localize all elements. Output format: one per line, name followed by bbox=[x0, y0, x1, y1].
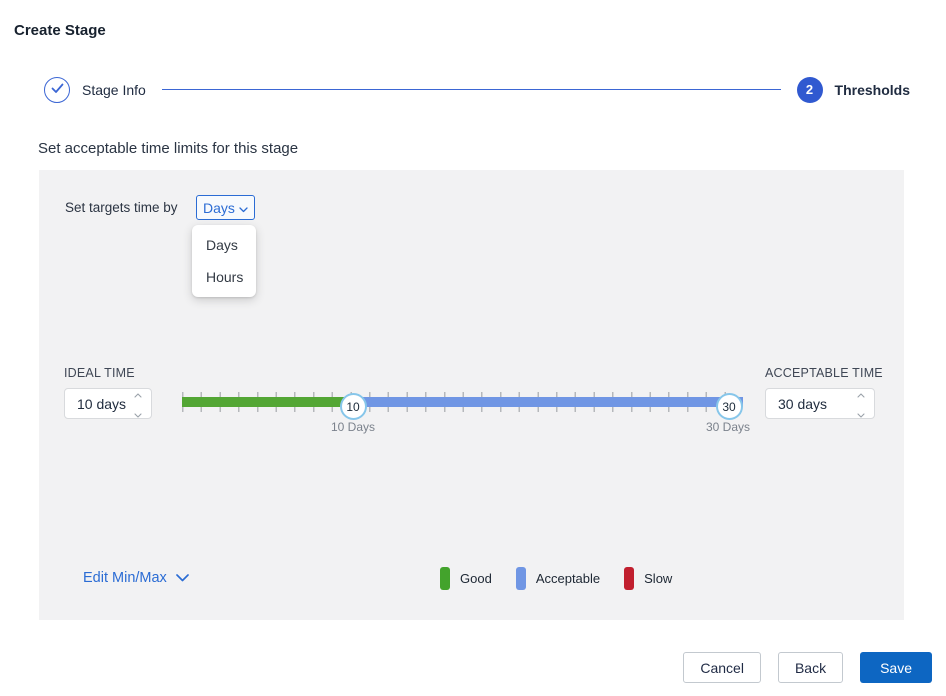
acceptable-time-stepper[interactable] bbox=[855, 389, 867, 418]
chevron-down-icon bbox=[175, 570, 189, 586]
edit-minmax-label: Edit Min/Max bbox=[83, 570, 167, 586]
targets-time-label: Set targets time by bbox=[65, 200, 178, 215]
legend-label-acceptable: Acceptable bbox=[535, 571, 601, 586]
slider-handle-ideal[interactable]: 10 bbox=[339, 393, 367, 420]
ideal-time-stepper[interactable] bbox=[132, 389, 144, 418]
acceptable-swatch bbox=[515, 567, 526, 590]
chevron-down-icon bbox=[134, 405, 142, 423]
step-thresholds[interactable]: 2 Thresholds bbox=[796, 76, 910, 103]
legend-label-good: Good bbox=[460, 571, 492, 586]
slider-handle-acceptable[interactable]: 30 bbox=[715, 393, 743, 420]
slider-segment-good bbox=[182, 397, 353, 407]
edit-minmax-link[interactable]: Edit Min/Max bbox=[83, 570, 189, 586]
check-icon bbox=[51, 81, 64, 99]
time-range-slider: 10 10 Days 30 30 Days bbox=[182, 392, 750, 452]
chevron-down-icon bbox=[239, 200, 248, 216]
legend-item-acceptable: Acceptable bbox=[515, 567, 601, 590]
acceptable-time-label: ACCEPTABLE TIME bbox=[765, 366, 883, 380]
chevron-up-icon bbox=[134, 385, 142, 403]
stepper-connector bbox=[161, 89, 781, 90]
step-label-stage-info: Stage Info bbox=[82, 81, 146, 98]
slider-handle-acceptable-label: 30 Days bbox=[706, 420, 751, 434]
step-stage-info[interactable]: Stage Info bbox=[44, 76, 146, 103]
step-active-circle: 2 bbox=[796, 76, 823, 103]
ideal-time-input[interactable] bbox=[65, 389, 151, 418]
footer-actions: Cancel Back Save bbox=[683, 652, 932, 683]
slider-segment-acceptable bbox=[353, 397, 743, 407]
unit-dropdown-menu: Days Hours bbox=[192, 225, 256, 297]
legend-item-slow: Slow bbox=[624, 567, 672, 590]
acceptable-time-input[interactable] bbox=[766, 389, 874, 418]
ideal-time-label: IDEAL TIME bbox=[64, 366, 135, 380]
slider-track[interactable] bbox=[182, 397, 743, 407]
section-heading: Set acceptable time limits for this stag… bbox=[38, 140, 299, 157]
slider-legend: Good Acceptable Slow bbox=[440, 567, 672, 590]
cancel-button[interactable]: Cancel bbox=[683, 652, 761, 683]
thresholds-panel: Set targets time by Days Days Hours IDEA… bbox=[39, 170, 904, 620]
unit-dropdown-value: Days bbox=[203, 199, 235, 216]
good-swatch bbox=[440, 567, 450, 590]
save-button[interactable]: Save bbox=[860, 652, 932, 683]
acceptable-time-field bbox=[765, 388, 875, 419]
legend-label-slow: Slow bbox=[644, 571, 673, 586]
chevron-down-icon bbox=[857, 405, 865, 423]
slow-swatch bbox=[624, 567, 635, 590]
page-title: Create Stage bbox=[14, 22, 106, 39]
back-button[interactable]: Back bbox=[777, 652, 844, 683]
ideal-time-field bbox=[64, 388, 152, 419]
wizard-stepper: Stage Info 2 Thresholds bbox=[44, 76, 910, 103]
unit-option-hours[interactable]: Hours bbox=[206, 269, 244, 285]
chevron-up-icon bbox=[857, 385, 865, 403]
step-complete-circle bbox=[44, 76, 70, 103]
legend-item-good: Good bbox=[440, 567, 492, 590]
unit-dropdown-trigger[interactable]: Days bbox=[196, 195, 255, 220]
unit-option-days[interactable]: Days bbox=[206, 237, 238, 253]
slider-handle-ideal-label: 10 Days bbox=[331, 420, 376, 434]
step-label-thresholds: Thresholds bbox=[834, 81, 910, 98]
